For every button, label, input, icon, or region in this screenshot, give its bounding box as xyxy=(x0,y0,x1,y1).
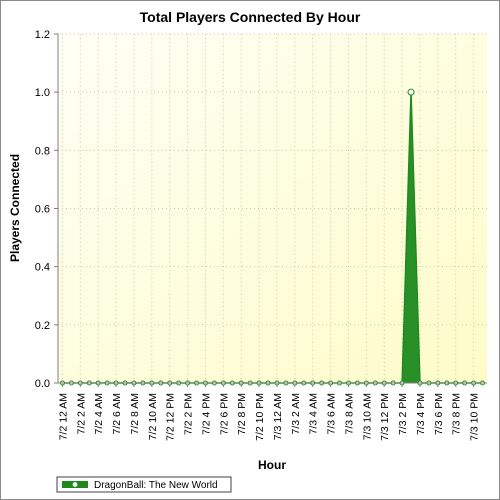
y-tick-label: 0.4 xyxy=(35,262,50,274)
x-axis-title: Hour xyxy=(258,458,286,472)
x-tick-label: 7/2 10 AM xyxy=(147,393,159,440)
y-axis-ticks: 0.0 0.2 0.4 0.6 0.8 1.0 1.2 xyxy=(35,29,58,390)
legend-marker-icon xyxy=(71,480,79,489)
legend-label: DragonBall: The New World xyxy=(94,480,218,491)
x-tick-label: 7/3 10 PM xyxy=(469,393,481,441)
legend-box xyxy=(56,476,232,493)
x-tick-label: 7/2 8 AM xyxy=(129,393,141,434)
y-tick-label: 0.0 xyxy=(35,378,50,390)
y-tick-label: 0.6 xyxy=(35,204,50,216)
x-tick-label: 7/3 4 PM xyxy=(415,393,427,435)
x-tick-label: 7/2 4 PM xyxy=(200,393,212,435)
x-tick-label: 7/3 6 PM xyxy=(433,393,445,435)
x-tick-label: 7/3 6 AM xyxy=(326,393,338,434)
legend: DragonBall: The New World xyxy=(56,476,232,493)
x-tick-label: 7/3 12 AM xyxy=(272,393,284,440)
x-tick-label: 7/2 2 AM xyxy=(75,393,87,434)
y-tick-label: 0.2 xyxy=(35,320,50,332)
x-tick-label: 7/3 4 AM xyxy=(308,393,320,434)
y-tick-label: 0.8 xyxy=(35,145,50,157)
x-tick-label: 7/2 12 PM xyxy=(165,393,177,441)
x-tick-label: 7/3 2 AM xyxy=(290,393,302,434)
data-point xyxy=(407,88,415,96)
x-tick-label: 7/3 10 AM xyxy=(361,393,373,440)
x-tick-label: 7/2 6 PM xyxy=(218,393,230,435)
x-tick-label: 7/2 12 AM xyxy=(57,393,69,440)
y-tick-label: 1.0 xyxy=(35,87,50,99)
y-tick-label: 1.2 xyxy=(35,29,50,41)
chart-title: Total Players Connected By Hour xyxy=(140,9,361,25)
x-tick-label: 7/3 8 PM xyxy=(451,393,463,435)
x-tick-label: 7/2 8 PM xyxy=(236,393,248,435)
x-tick-label: 7/3 2 PM xyxy=(397,393,409,435)
x-tick-label: 7/3 8 AM xyxy=(343,393,355,434)
x-tick-label: 7/2 2 PM xyxy=(183,393,195,435)
x-tick-label: 7/2 6 AM xyxy=(111,393,123,434)
x-tick-label: 7/2 10 PM xyxy=(254,393,266,441)
x-tick-label: 7/3 12 PM xyxy=(379,393,391,441)
y-axis-title: Players Connected xyxy=(8,154,22,262)
x-tick-label: 7/2 4 AM xyxy=(93,393,105,434)
x-axis-ticks: 7/2 12 AM 7/2 2 AM 7/2 4 AM 7/2 6 AM 7/2 8 A… xyxy=(57,383,481,441)
